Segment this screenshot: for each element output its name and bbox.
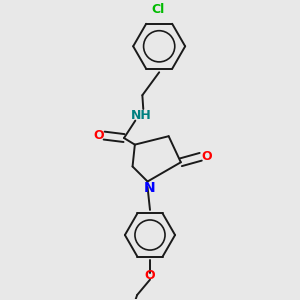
- Text: O: O: [145, 269, 155, 283]
- Text: Cl: Cl: [151, 3, 164, 16]
- Text: O: O: [93, 129, 104, 142]
- Text: NH: NH: [130, 109, 151, 122]
- Text: O: O: [201, 150, 211, 163]
- Text: N: N: [143, 181, 155, 195]
